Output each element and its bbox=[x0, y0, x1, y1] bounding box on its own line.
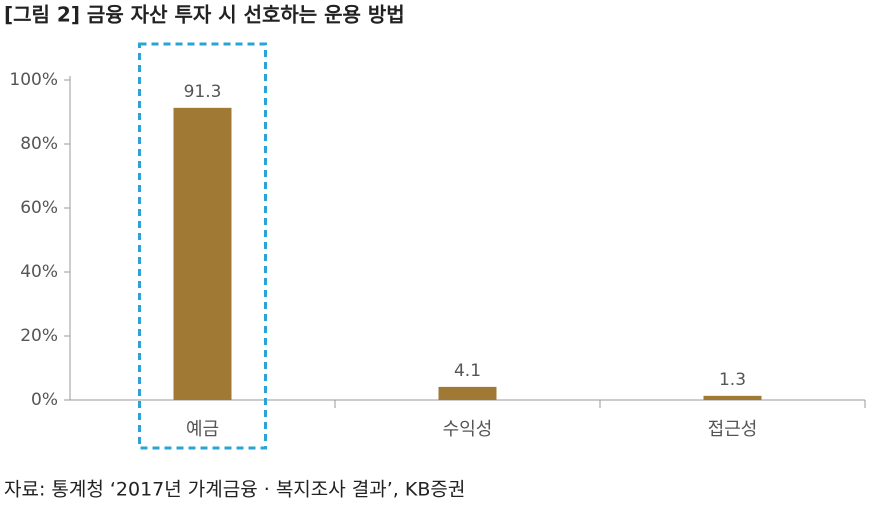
bar bbox=[173, 107, 232, 400]
chart-title: [그림 2] 금융 자산 투자 시 선호하는 운용 방법 bbox=[4, 3, 405, 27]
y-tick-label: 80% bbox=[20, 134, 58, 154]
y-tick-label: 0% bbox=[31, 390, 58, 410]
highlight-box bbox=[138, 42, 267, 450]
x-tick-label: 접근성 bbox=[708, 419, 758, 440]
bar bbox=[438, 386, 497, 400]
source-note: 자료: 통계청 ‘2017년 가계금융 · 복지조사 결과’, KB증권 bbox=[4, 479, 465, 501]
y-tick-label: 40% bbox=[20, 262, 58, 282]
x-tick-label: 수익성 bbox=[443, 419, 493, 440]
value-label: 4.1 bbox=[454, 361, 481, 381]
y-tick-label: 100% bbox=[9, 70, 58, 90]
x-tick-label: 예금 bbox=[186, 419, 219, 440]
bar bbox=[703, 395, 762, 400]
value-label: 1.3 bbox=[719, 370, 746, 390]
y-tick-label: 20% bbox=[20, 326, 58, 346]
y-tick-label: 60% bbox=[20, 198, 58, 218]
value-label: 91.3 bbox=[184, 82, 222, 102]
